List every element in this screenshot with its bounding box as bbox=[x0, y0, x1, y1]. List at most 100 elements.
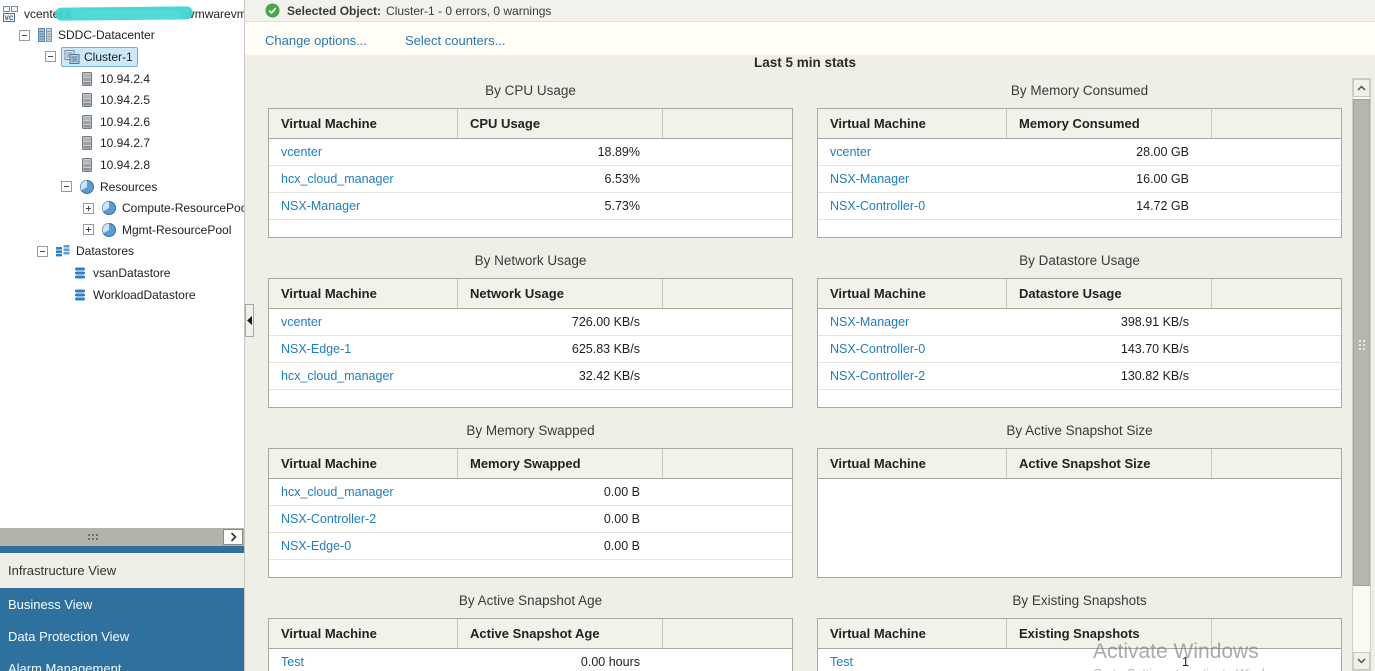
panel-title: By Network Usage bbox=[474, 253, 587, 268]
table-empty-space bbox=[818, 390, 1341, 407]
vm-link[interactable]: hcx_cloud_manager bbox=[281, 369, 394, 383]
collapse-expander-icon[interactable] bbox=[37, 245, 48, 257]
vertical-scrollbar[interactable] bbox=[1352, 78, 1371, 671]
vm-link[interactable]: NSX-Edge-1 bbox=[281, 342, 352, 356]
cell-value: 398.91 KB/s bbox=[1120, 315, 1189, 329]
column-header-empty bbox=[662, 449, 792, 478]
table-row: NSX-Manager 16.00 GB bbox=[818, 166, 1341, 193]
tree-item-datastores[interactable]: Datastores bbox=[0, 241, 244, 263]
tree-item-mgmt-resourcepool[interactable]: Mgmt-ResourcePool bbox=[0, 219, 244, 241]
vm-link[interactable]: NSX-Manager bbox=[281, 199, 361, 213]
tree-item-resources[interactable]: Resources bbox=[0, 176, 244, 198]
infrastructure-tree: VC vcenter.sdd.vmwarevmc.com SDDC-Datace… bbox=[0, 0, 244, 528]
table-row: NSX-Controller-0 143.70 KB/s bbox=[818, 336, 1341, 363]
collapse-expander-icon[interactable] bbox=[45, 51, 56, 63]
scroll-down-button[interactable] bbox=[1353, 652, 1370, 670]
cell-value: 0.00 hours bbox=[580, 655, 640, 669]
tree-item-host-10-94-2-7[interactable]: 10.94.2.7 bbox=[0, 133, 244, 155]
vm-link[interactable]: NSX-Manager bbox=[830, 315, 910, 329]
tree-item-label: 10.94.2.5 bbox=[100, 93, 151, 108]
expand-expander-icon[interactable] bbox=[83, 224, 94, 236]
vm-link[interactable]: NSX-Manager bbox=[830, 172, 910, 186]
tree-item-sddc-datacenter[interactable]: SDDC-Datacenter bbox=[0, 25, 244, 47]
tree-item-host-10-94-2-8[interactable]: 10.94.2.8 bbox=[0, 154, 244, 176]
status-label: Selected Object: bbox=[287, 3, 382, 18]
column-header-value: Active Snapshot Age bbox=[457, 619, 662, 648]
tree-item-host-10-94-2-4[interactable]: 10.94.2.4 bbox=[0, 68, 244, 90]
table-empty-space bbox=[269, 560, 792, 577]
vm-link[interactable]: Test bbox=[281, 655, 304, 669]
nav-item-label: Data Protection View bbox=[8, 628, 130, 644]
splitter-grip-icon bbox=[88, 534, 90, 536]
panel-title: By Datastore Usage bbox=[1019, 253, 1140, 268]
vm-link[interactable]: NSX-Controller-0 bbox=[830, 342, 926, 356]
panel-title: By Memory Consumed bbox=[1010, 83, 1149, 98]
status-value: Cluster-1 - 0 errors, 0 warnings bbox=[386, 3, 552, 18]
cell-value: 18.89% bbox=[597, 145, 640, 159]
vm-link[interactable]: NSX-Controller-0 bbox=[830, 199, 926, 213]
datastore-usage-table: Virtual Machine Datastore Usage NSX-Mana… bbox=[817, 278, 1342, 408]
table-row: hcx_cloud_manager 0.00 B bbox=[269, 479, 792, 506]
resource-pool-icon bbox=[101, 200, 117, 216]
tree-item-compute-resourcepool[interactable]: Compute-ResourcePool bbox=[0, 197, 244, 219]
actions-band: Change options... Select counters... bbox=[245, 22, 1375, 55]
vm-link[interactable]: vcenter bbox=[281, 315, 322, 329]
selected-tree-node[interactable]: Cluster-1 bbox=[61, 46, 138, 67]
panel-splitter[interactable] bbox=[0, 528, 244, 546]
tree-item-workloaddatastore[interactable]: WorkloadDatastore bbox=[0, 284, 244, 306]
nav-item-infrastructure-view[interactable]: Infrastructure View bbox=[0, 553, 244, 588]
vm-link[interactable]: NSX-Controller-2 bbox=[830, 369, 926, 383]
expand-expander-icon[interactable] bbox=[83, 202, 94, 214]
scroll-up-button[interactable] bbox=[1353, 79, 1370, 97]
active-snapshot-age-table: Virtual Machine Active Snapshot Age Test… bbox=[268, 618, 793, 671]
cell-value: 28.00 GB bbox=[1136, 145, 1189, 159]
collapse-expander-icon[interactable] bbox=[19, 29, 30, 41]
nav-item-alarm-management[interactable]: Alarm Management bbox=[0, 652, 244, 671]
table-empty-space bbox=[818, 220, 1341, 237]
column-header-empty bbox=[1211, 279, 1341, 308]
column-header-value: Memory Swapped bbox=[457, 449, 662, 478]
nav-item-data-protection-view[interactable]: Data Protection View bbox=[0, 620, 244, 652]
triangle-left-icon bbox=[247, 316, 252, 325]
vm-link[interactable]: vcenter bbox=[281, 145, 322, 159]
vm-link[interactable]: hcx_cloud_manager bbox=[281, 485, 394, 499]
table-row: NSX-Controller-0 14.72 GB bbox=[818, 193, 1341, 220]
select-counters-link[interactable]: Select counters... bbox=[405, 33, 506, 48]
column-header-vm: Virtual Machine bbox=[830, 456, 926, 471]
chevron-down-icon bbox=[1357, 658, 1366, 664]
chevron-up-icon bbox=[1357, 85, 1366, 91]
panel-datastore-usage: By Datastore Usage Virtual Machine Datas… bbox=[817, 248, 1342, 418]
tree-item-host-10-94-2-6[interactable]: 10.94.2.6 bbox=[0, 111, 244, 133]
table-empty-space bbox=[269, 390, 792, 407]
tree-item-label: 10.94.2.7 bbox=[100, 136, 151, 151]
column-header-vm: Virtual Machine bbox=[281, 286, 377, 301]
vm-link[interactable]: NSX-Controller-2 bbox=[281, 512, 377, 526]
splitter-expand-button[interactable] bbox=[223, 529, 243, 545]
tree-item-vcenter-root[interactable]: VC vcenter.sdd.vmwarevmc.com bbox=[0, 3, 244, 25]
table-row: NSX-Edge-1 625.83 KB/s bbox=[269, 336, 792, 363]
change-options-link[interactable]: Change options... bbox=[265, 33, 367, 48]
active-snapshot-size-table: Virtual Machine Active Snapshot Size bbox=[817, 448, 1342, 578]
table-row: Test 0.00 hours bbox=[269, 649, 792, 671]
table-header: Virtual Machine Memory Consumed bbox=[818, 109, 1341, 139]
collapse-expander-icon[interactable] bbox=[61, 181, 72, 193]
nav-item-business-view[interactable]: Business View bbox=[0, 588, 244, 620]
collapse-panel-button[interactable] bbox=[245, 304, 254, 337]
scrollbar-thumb[interactable] bbox=[1353, 99, 1370, 586]
cell-value: 143.70 KB/s bbox=[1120, 342, 1189, 356]
table-header: Virtual Machine Network Usage bbox=[269, 279, 792, 309]
datastore-icon bbox=[72, 287, 88, 303]
tree-item-cluster-1[interactable]: Cluster-1 bbox=[0, 46, 244, 68]
tree-item-host-10-94-2-5[interactable]: 10.94.2.5 bbox=[0, 89, 244, 111]
svg-text:VC: VC bbox=[4, 15, 13, 22]
nav-item-label: Alarm Management bbox=[8, 660, 122, 671]
vm-link[interactable]: vcenter bbox=[830, 145, 871, 159]
tree-item-vsandatastore[interactable]: vsanDatastore bbox=[0, 262, 244, 284]
status-ok-check-icon bbox=[265, 3, 280, 18]
vm-link[interactable]: NSX-Edge-0 bbox=[281, 539, 352, 553]
vm-link[interactable]: hcx_cloud_manager bbox=[281, 172, 394, 186]
column-header-vm: Virtual Machine bbox=[281, 116, 377, 131]
vm-link[interactable]: Test bbox=[830, 655, 853, 669]
panel-title: By Active Snapshot Size bbox=[1006, 423, 1153, 438]
table-header: Virtual Machine Active Snapshot Size bbox=[818, 449, 1341, 479]
